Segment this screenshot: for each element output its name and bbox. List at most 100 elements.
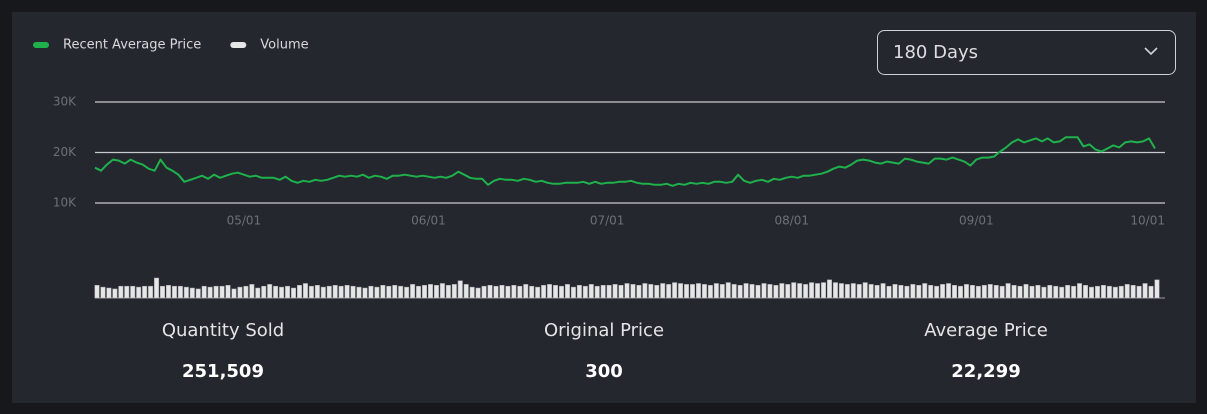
volume-bar [499, 285, 505, 299]
volume-bar [809, 282, 815, 299]
volume-bar [261, 285, 267, 299]
volume-bar [761, 283, 767, 299]
volume-bar [904, 285, 910, 299]
volume-bar [987, 284, 993, 299]
volume-bar [1106, 285, 1112, 299]
volume-bar [916, 285, 922, 299]
volume-bar [428, 284, 433, 299]
legend-label: Volume [260, 38, 308, 53]
volume-bar [481, 285, 487, 299]
volume-bar [1059, 286, 1065, 299]
stat-label: Average Price [924, 320, 1048, 341]
volume-bar [612, 284, 618, 299]
volume-bar [1094, 285, 1100, 299]
x-tick-label: 07/01 [590, 214, 625, 228]
volume-bar [838, 283, 844, 299]
volume-bar [1017, 285, 1023, 299]
volume-bar [320, 286, 326, 299]
x-tick-label: 06/01 [411, 214, 446, 228]
volume-bar [451, 284, 457, 299]
dropdown-value[interactable]: 180 Days [893, 42, 978, 63]
volume-bar [678, 283, 684, 299]
volume-bar [570, 286, 576, 299]
volume-bar [416, 285, 422, 299]
volume-bar [177, 285, 183, 299]
volume-bar [874, 285, 880, 299]
volume-bar [523, 284, 529, 299]
volume-bar [797, 283, 803, 299]
volume-bar [1023, 284, 1029, 299]
volume-bar [773, 285, 779, 299]
volume-bar [749, 284, 755, 299]
volume-bar [606, 285, 612, 299]
volume-bar [844, 284, 850, 299]
volume-bar [475, 287, 481, 299]
volume-bar [273, 285, 279, 299]
volume-bar [380, 285, 386, 299]
volume-bar [666, 284, 672, 299]
chevron[interactable] [1144, 47, 1158, 56]
volume-bar [165, 285, 171, 299]
stat-value: 22,299 [951, 361, 1020, 382]
volume-bar [946, 283, 952, 299]
volume-bar [1130, 285, 1136, 299]
x-tick-label: 10/01 [1130, 214, 1165, 228]
volume-bar [302, 283, 308, 299]
volume-bar [243, 285, 249, 299]
volume-bar [279, 286, 285, 299]
volume-bar [1100, 285, 1106, 299]
volume-bar [868, 284, 874, 299]
dropdown-box[interactable] [877, 30, 1176, 75]
volume-bar [791, 282, 797, 299]
volume-bar [1041, 286, 1047, 299]
volume-bar [296, 285, 302, 299]
volume-bar [332, 285, 338, 299]
volume-bar [404, 286, 410, 299]
volume-bar [737, 285, 743, 299]
volume-bar [237, 286, 243, 299]
stat-value: 300 [585, 361, 623, 382]
volume-bar [963, 284, 969, 299]
volume-bar [255, 287, 261, 299]
volume-bar [856, 284, 862, 299]
volume-bar [285, 285, 291, 299]
volume-bar [958, 285, 963, 299]
volume-bar [249, 284, 255, 299]
volume-bar [398, 285, 404, 299]
volume-bar [541, 285, 547, 299]
volume-bar [392, 285, 398, 299]
volume-bar [1011, 285, 1017, 299]
volume-bar [624, 283, 630, 299]
volume-bar [1142, 283, 1148, 299]
volume-bar [463, 284, 469, 299]
volume-bar [952, 285, 958, 299]
volume-bar [559, 285, 564, 299]
volume-bar [713, 283, 719, 299]
volume-bar [1053, 285, 1059, 299]
volume-bar [576, 285, 582, 299]
volume-bar [969, 285, 975, 299]
volume-bar [94, 285, 100, 299]
panel [12, 12, 1196, 403]
volume-bar [660, 283, 666, 299]
volume-bar [100, 286, 106, 299]
volume-bar [112, 288, 118, 299]
volume-bar [755, 285, 761, 299]
volume-bar [142, 285, 148, 299]
volume-bar [225, 285, 231, 299]
volume-bar [136, 286, 142, 299]
dropdown[interactable]: 180 Days [877, 30, 1176, 75]
volume-bar [1112, 286, 1118, 299]
volume-bar [457, 280, 463, 299]
volume-bar [826, 279, 832, 299]
volume-bar [511, 285, 517, 299]
volume-bar [993, 285, 999, 299]
volume-bar [189, 287, 195, 299]
volume-bar [821, 282, 826, 299]
volume-bar [118, 285, 124, 299]
volume-bar [690, 284, 695, 299]
volume-bar [433, 285, 439, 299]
volume-bar [148, 285, 154, 299]
volume-bar [648, 284, 654, 299]
y-tick-label: 10K [53, 196, 77, 210]
